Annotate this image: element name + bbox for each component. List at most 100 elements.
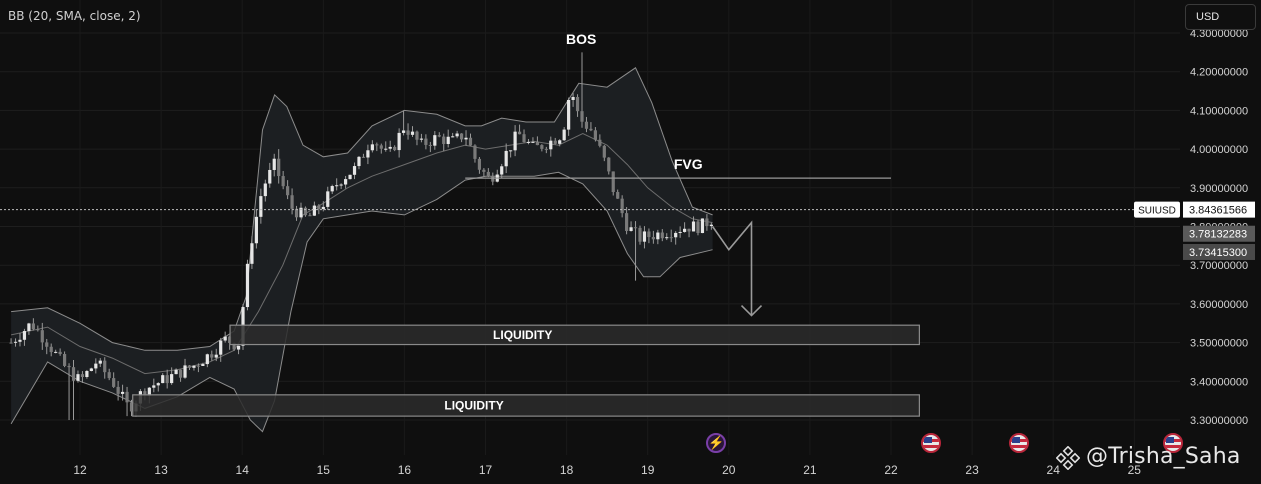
us-flag-event-icon[interactable] [1009,433,1029,453]
candle [330,184,334,195]
candle-body [54,351,58,353]
candle [486,168,490,178]
candle-body [575,97,580,112]
candle-body [638,227,642,242]
candle-body [76,374,80,381]
candle-body [437,135,441,137]
price-axis-tick: 4.20000000 [1190,67,1248,79]
candle-body [642,231,647,242]
fvg-label: FVG [674,156,703,172]
chart-drawings: LIQUIDITY LIQUIDITY BOS FVG [132,31,920,417]
candle-body [294,208,299,218]
candle-body [152,385,156,388]
candle-body [526,141,531,143]
candle [687,228,691,238]
candle [192,365,196,371]
candle [281,170,285,190]
candle-body [660,232,664,239]
candle-body [165,375,169,384]
candle-body [482,169,486,172]
candle [531,137,535,144]
candle-body [116,386,120,394]
candle-body [219,340,223,355]
candle [375,142,379,152]
candle-body [691,221,696,232]
time-axis-tick: 13 [154,463,168,477]
candle [406,123,410,140]
candle [286,180,290,200]
candle [580,52,584,128]
candle [625,207,629,235]
candle [361,153,366,158]
candle [245,259,250,311]
candle-body [705,218,709,227]
candle-body [326,191,330,207]
candle [9,338,13,344]
candle [263,179,267,202]
price-axis-tick: 3.50000000 [1190,338,1248,350]
candle [116,380,120,401]
candle-body [709,224,713,227]
candle [214,348,218,362]
candle-body [210,354,214,358]
candle [339,183,343,189]
candle-body [491,176,495,182]
candle [183,358,187,379]
candle [669,229,673,243]
candle [397,128,401,158]
candle-body [558,140,562,144]
candle [584,116,589,133]
projection-arrowhead [740,304,763,317]
indicator-legend[interactable]: BB (20, SMA, close, 2) [8,9,141,23]
candle-body [339,184,343,186]
candle-body [13,341,18,343]
candle-body [678,231,682,233]
candle-body [31,323,35,330]
candle-body [196,365,201,367]
candle [250,236,254,269]
us-flag-event-icon[interactable] [1163,433,1183,453]
lightning-event-icon[interactable]: ⚡ [706,433,726,453]
bollinger-upper-line [11,67,713,351]
candle [317,204,321,215]
candle [187,365,192,370]
candle [459,133,464,143]
price-axis-tick: 3.90000000 [1190,183,1248,195]
candle [401,110,406,136]
symbol-tag-bg [1134,201,1180,218]
candle [120,384,125,401]
candle-body [223,336,227,341]
candle-body [254,216,258,244]
candle-body [85,371,89,378]
candle-body [611,171,615,193]
candle [129,399,134,417]
candle [308,212,312,217]
time-axis-tick: 24 [1047,463,1061,477]
candle-body [393,146,397,151]
price-axis-tick: 4.00000000 [1190,144,1248,156]
candle [348,174,352,180]
candle [277,149,281,184]
bos-label: BOS [566,31,596,47]
us-flag-event-icon[interactable] [921,433,941,453]
candle-body [67,365,71,368]
candle-body [549,140,553,150]
candle [535,136,540,146]
candle [370,140,374,153]
time-axis[interactable]: 12 13 14 15 16 17 18 19 20 21 22 23 24 25 [73,463,1141,477]
price-axis-tick: 4.10000000 [1190,105,1248,117]
candle-body [602,145,606,158]
bb-lower-price-tag: 3.73415300 [1189,247,1247,259]
candle-body [192,365,196,368]
time-axis-tick: 17 [479,463,493,477]
currency-button[interactable]: USD [1185,4,1256,30]
candle-body [321,206,325,210]
candle-body [464,137,468,140]
candle-body [89,368,93,372]
price-axis[interactable]: 4.30000000 4.20000000 4.10000000 4.00000000… [1190,28,1248,427]
candle-body [442,136,446,144]
candle [468,133,473,146]
candle-body [500,166,504,175]
candle [103,357,107,379]
